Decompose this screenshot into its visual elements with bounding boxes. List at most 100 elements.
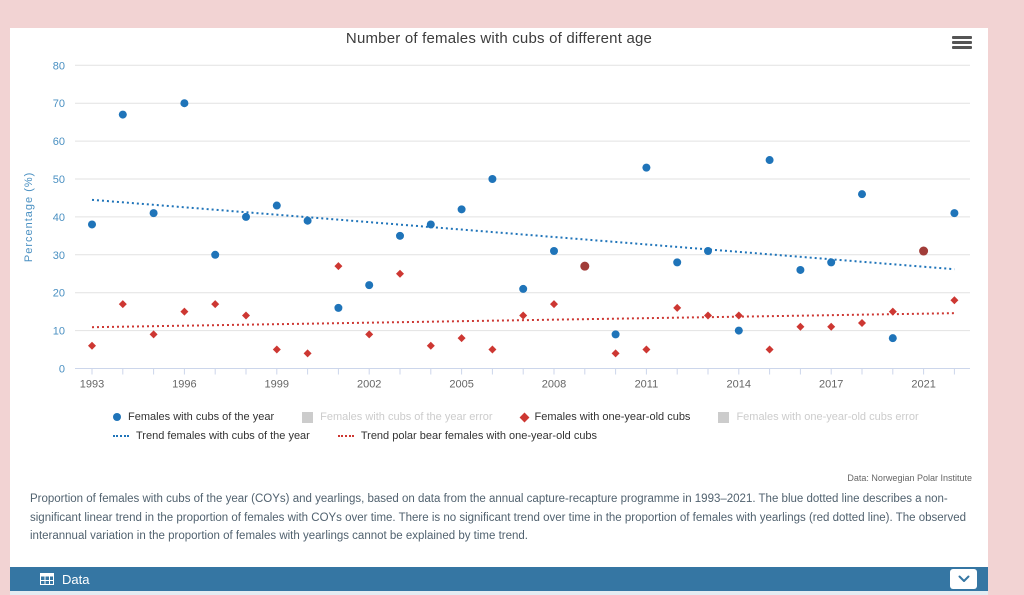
legend-row: Trend females with cubs of the year Trend…: [113, 430, 983, 442]
data-point: [611, 330, 620, 339]
chart-caption: Proportion of females with cubs of the y…: [30, 493, 967, 543]
data-point: [519, 284, 528, 293]
data-point: [858, 190, 866, 199]
x-axis-tick-label: 1999: [265, 379, 289, 391]
x-axis-tick-label: 2014: [727, 379, 751, 391]
trend-line: [91, 312, 955, 329]
x-axis-tick-label: 1996: [172, 379, 196, 391]
y-axis-tick-label: 40: [53, 212, 65, 224]
data-point: [765, 156, 774, 165]
y-axis-tick-label: 0: [59, 364, 65, 376]
data-point: [673, 258, 682, 267]
chart-card: Number of females with cubs of different…: [10, 28, 988, 595]
data-point: [303, 216, 312, 225]
data-point: [180, 99, 189, 108]
data-point: [673, 303, 682, 312]
data-point: [180, 307, 189, 316]
circle-marker-icon: [113, 413, 121, 421]
legend-item-label: Females with one-year-old cubs: [534, 411, 691, 423]
trend-line: [91, 198, 955, 271]
data-point: [334, 262, 343, 271]
x-axis-tick-label: 2017: [819, 379, 843, 391]
data-point: [365, 281, 374, 290]
data-point: [765, 345, 774, 354]
data-panel-label: Data: [62, 571, 90, 587]
data-point: [704, 247, 712, 256]
legend-item-label: Females with one-year-old cubs error: [736, 411, 919, 423]
square-marker-icon: [718, 411, 730, 423]
data-point-overlap: [580, 261, 590, 271]
x-axis-tick-label: 2011: [635, 379, 659, 391]
data-point: [396, 231, 404, 240]
data-point: [858, 319, 866, 328]
data-point: [149, 330, 158, 339]
data-point: [827, 322, 836, 331]
data-point: [796, 322, 805, 331]
legend-item-trend-polar-bear-females-with-one-year-old-cubs[interactable]: Trend polar bear females with one-year-o…: [337, 430, 598, 442]
data-point: [488, 175, 497, 183]
data-point: [149, 209, 158, 218]
data-point: [457, 205, 466, 214]
legend-item-females-with-one-year-old-cubs-error[interactable]: Females with one-year-old cubs error: [718, 411, 919, 423]
y-axis-tick-label: 50: [53, 174, 65, 186]
data-point: [488, 345, 497, 354]
y-axis-tick-label: 20: [53, 288, 65, 300]
y-axis-title: Percentage (%): [23, 172, 35, 262]
legend-item-females-with-cubs-of-the-year-error[interactable]: Females with cubs of the year error: [302, 411, 493, 423]
data-point: [519, 311, 528, 320]
data-point: [365, 330, 374, 339]
data-point: [642, 345, 651, 354]
data-point: [118, 110, 127, 119]
x-axis-tick-label: 1993: [80, 379, 104, 391]
y-axis-tick-label: 60: [53, 136, 65, 148]
legend-item-trend-females-with-cubs-of-the-year[interactable]: Trend females with cubs of the year: [113, 430, 310, 442]
data-point: [426, 220, 435, 229]
data-point: [611, 349, 620, 358]
diamond-marker-icon: [519, 412, 529, 422]
y-axis-tick-label: 30: [53, 250, 65, 262]
y-axis-tick-label: 80: [53, 60, 65, 72]
y-axis-tick-label: 70: [53, 98, 65, 110]
data-point: [88, 341, 96, 350]
legend-item-label: Females with cubs of the year error: [320, 411, 493, 423]
data-point: [303, 349, 312, 358]
data-point: [272, 345, 281, 354]
legend-item-females-with-cubs-of-the-year[interactable]: Females with cubs of the year: [113, 411, 274, 423]
data-point: [550, 247, 558, 256]
data-panel-toggle[interactable]: Data: [10, 567, 988, 591]
square-marker-icon: [302, 411, 314, 423]
x-axis-tick-label: 2021: [911, 379, 935, 391]
data-point: [950, 209, 959, 218]
legend-item-label: Females with cubs of the year: [128, 411, 275, 423]
data-point: [642, 163, 651, 172]
hamburger-menu-icon[interactable]: [950, 32, 974, 52]
data-point: [272, 201, 281, 210]
data-point: [242, 212, 250, 221]
y-axis-tick-label: 10: [53, 326, 65, 338]
data-point: [827, 258, 836, 267]
dotted-line-marker-icon: [337, 435, 354, 437]
data-point: [426, 341, 435, 350]
data-point: [734, 326, 743, 335]
dotted-line-marker-icon: [113, 435, 129, 437]
chevron-down-icon[interactable]: [950, 569, 977, 589]
data-point: [457, 334, 466, 343]
x-axis-tick-label: 2005: [449, 379, 473, 391]
data-point: [550, 300, 558, 309]
legend-item-females-with-one-year-old-cubs[interactable]: Females with one-year-old cubs: [519, 411, 691, 423]
data-point: [118, 300, 127, 309]
data-point: [396, 269, 404, 278]
x-axis-tick-label: 2008: [542, 379, 566, 391]
scatter-chart: 0 10 20 30 40 50 60 70 80 1993 1996 1999 2002 2005 200…: [23, 60, 970, 391]
chart-legend: Females with cubs of the year Females wit…: [113, 411, 983, 449]
data-point: [211, 250, 220, 259]
data-point: [796, 265, 805, 274]
data-point: [88, 220, 96, 229]
legend-item-label: Trend females with cubs of the year: [136, 430, 310, 442]
x-axis-tick-label: 2002: [357, 379, 381, 391]
data-point: [242, 311, 250, 320]
legend-item-label: Trend polar bear females with one-year-o…: [360, 430, 598, 442]
data-point: [211, 300, 220, 309]
bottom-strip: [10, 591, 988, 595]
data-point: [888, 334, 897, 343]
